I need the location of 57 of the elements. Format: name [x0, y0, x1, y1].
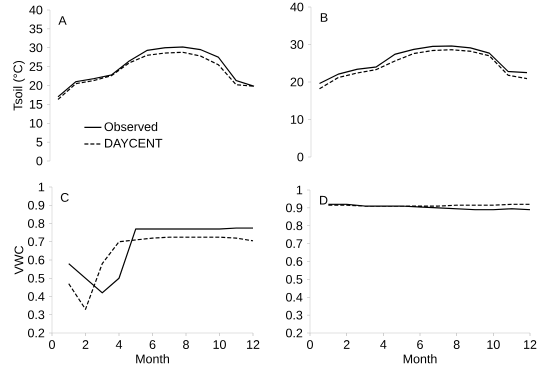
x-tick-label: 4 — [116, 340, 122, 349]
annotation: B — [320, 13, 328, 22]
x-tick-label: 4 — [380, 340, 386, 349]
x-tick-label: 8 — [454, 340, 460, 349]
x-tick-label: 2 — [344, 340, 350, 349]
y-tick-label: 20 — [30, 81, 42, 90]
legend-label: DAYCENT — [105, 138, 162, 148]
y-tick-label: 40 — [290, 2, 304, 12]
y-axis-title: VWC — [14, 246, 24, 274]
y-tick-label: 1 — [38, 182, 44, 192]
line-series — [318, 49, 528, 90]
y-tick-label: 35 — [29, 24, 42, 34]
y-tick-label: 0.7 — [286, 239, 302, 248]
y-tick-label: 0 — [36, 156, 42, 166]
y-tick-label: 0.5 — [286, 274, 302, 284]
y-tick-label: 25 — [30, 62, 42, 72]
annotation: D — [320, 196, 328, 204]
y-tick-label: 0.2 — [286, 328, 302, 338]
y-tick-label: 0.5 — [28, 274, 44, 283]
y-tick-label: 0.8 — [286, 221, 302, 230]
y-tick-label: 0.6 — [286, 257, 302, 266]
x-tick-label: 2 — [82, 340, 88, 349]
y-tick-label: 15 — [30, 100, 42, 109]
y-tick-label: 40 — [29, 6, 42, 14]
y-tick-label: 0.4 — [286, 292, 302, 302]
x-tick-label: 6 — [417, 340, 423, 349]
y-tick-label: 10 — [30, 118, 42, 128]
x-tick-label: 0 — [307, 340, 313, 349]
y-tick-label: 0.8 — [28, 219, 44, 228]
y-tick-label: 0.2 — [28, 328, 44, 338]
y-tick-label: 0.9 — [286, 203, 302, 212]
y-tick-label: 30 — [290, 40, 304, 49]
x-tick-label: 0 — [49, 340, 55, 349]
x-axis-title: Month — [136, 354, 169, 364]
y-tick-label: 30 — [29, 43, 42, 52]
y-tick-label: 1 — [296, 186, 302, 194]
y-tick-label: 0.3 — [28, 310, 44, 320]
x-tick-label: 6 — [150, 340, 156, 349]
legend-label: Observed — [104, 122, 158, 132]
y-tick-label: 10 — [290, 115, 304, 124]
y-tick-label: 0 — [297, 152, 304, 162]
x-tick-label: 8 — [183, 340, 189, 349]
x-tick-label: 12 — [247, 340, 260, 349]
y-tick-label: 0.7 — [28, 237, 44, 246]
annotation: C — [60, 193, 69, 202]
x-axis-title: Month — [404, 354, 436, 364]
y-tick-label: 0.9 — [28, 200, 44, 210]
y-tick-label: 0.6 — [28, 256, 44, 264]
y-tick-label: 20 — [290, 78, 304, 86]
x-tick-label: 12 — [524, 340, 536, 349]
x-tick-label: 10 — [487, 340, 500, 349]
x-tick-label: 10 — [214, 340, 226, 349]
y-tick-label: 0.4 — [28, 292, 44, 301]
y-tick-label: 0.3 — [286, 310, 302, 320]
annotation: A — [58, 16, 67, 25]
y-tick-label: 5 — [36, 138, 42, 146]
y-axis-title: Tsoil (°C) — [13, 60, 25, 111]
